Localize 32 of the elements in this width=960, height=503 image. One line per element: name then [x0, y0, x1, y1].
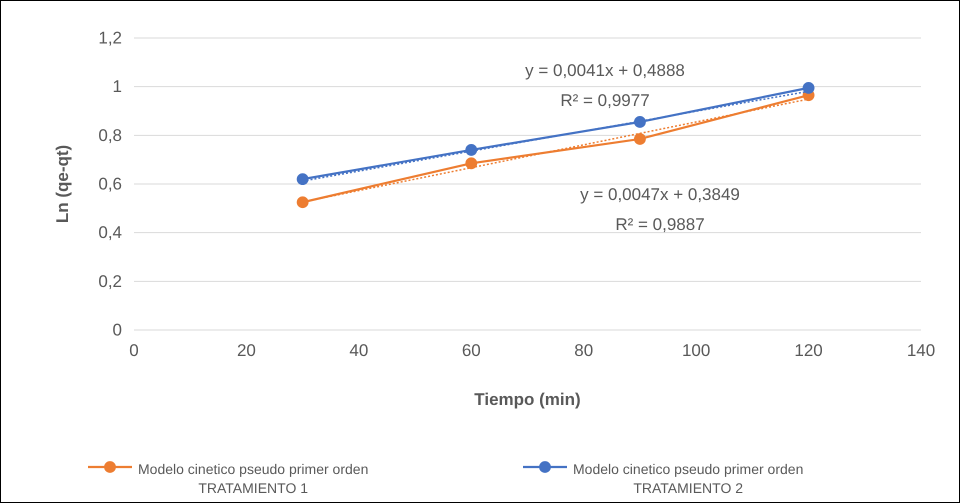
- annotation: R² = 0,9887: [615, 215, 705, 234]
- y-tick-label: 0,8: [98, 126, 122, 145]
- legend-entry: Modelo cinetico pseudo primer orden TRATAMIENTO 2: [523, 461, 804, 496]
- x-tick-label: 20: [236, 341, 256, 360]
- y-tick-label: 0,6: [98, 174, 122, 194]
- point: [296, 173, 309, 186]
- point: [802, 82, 814, 94]
- y-tick-label: 1,2: [98, 28, 122, 48]
- x-tick-label: 120: [794, 341, 823, 360]
- y-axis-title: Ln (qe-qt): [53, 144, 72, 224]
- x-axis-title: Tiempo (min): [474, 390, 581, 409]
- x-tick-label: 60: [462, 341, 481, 360]
- y-tick-label: 0,2: [98, 272, 122, 291]
- y-tick-label: 1: [112, 77, 122, 96]
- point: [634, 133, 646, 145]
- x-tick-label: 40: [349, 341, 368, 360]
- point: [465, 144, 478, 156]
- annotation: y = 0,0041x + 0,4888: [525, 61, 685, 80]
- y-tick-label: 0: [112, 320, 122, 340]
- annotation: y = 0,0047x + 0,3849: [580, 185, 740, 204]
- y-tick-label: 0,4: [98, 223, 122, 242]
- x-tick-label: 140: [906, 341, 936, 360]
- legend-label: Modelo cinetico pseudo primer orden TRATAMIENTO 2: [573, 461, 804, 496]
- annotation: R² = 0,9977: [560, 91, 650, 110]
- legend-label: Modelo cinetico pseudo primer orden TRATAMIENTO 1: [138, 461, 368, 496]
- point: [296, 196, 309, 208]
- point: [465, 157, 478, 170]
- x-tick-label: 100: [682, 341, 710, 360]
- x-tick-label: 80: [574, 341, 594, 360]
- point: [634, 116, 646, 128]
- legend-entry: Modelo cinetico pseudo primer orden TRATAMIENTO 1: [88, 461, 368, 496]
- x-tick-label: 0: [129, 341, 139, 360]
